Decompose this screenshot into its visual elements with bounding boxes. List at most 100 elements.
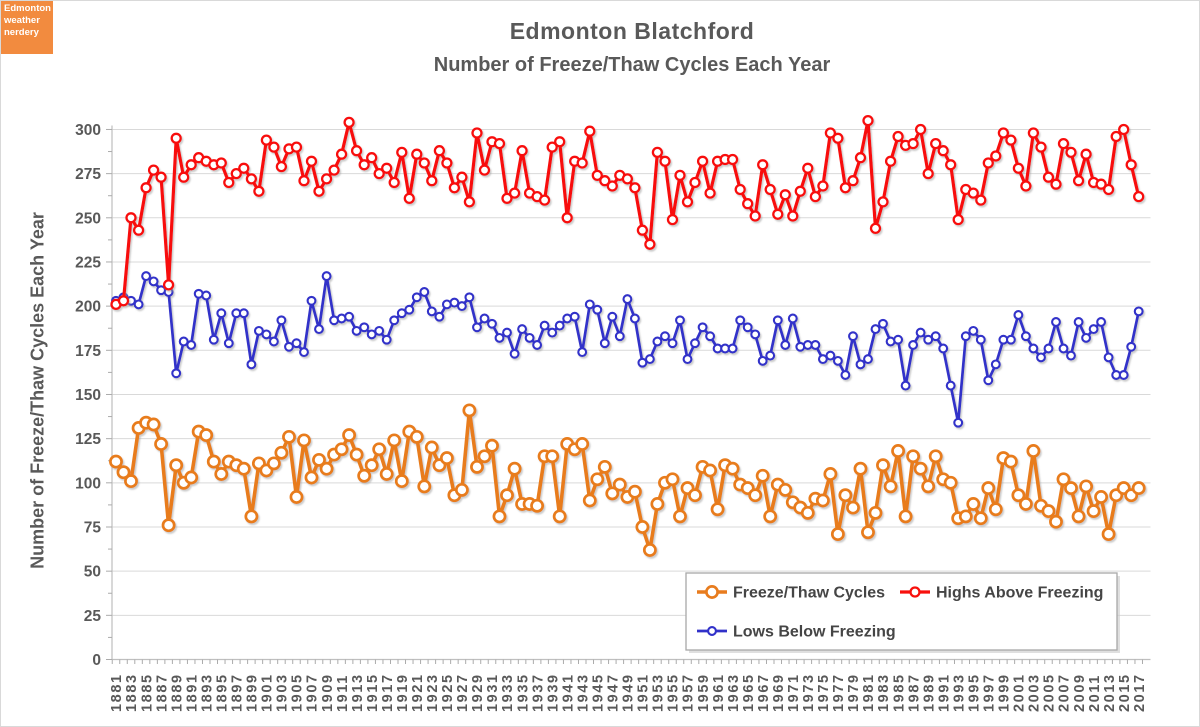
x-tick-label-1975: 1975 [816, 673, 832, 712]
data-point-freeze-thaw-cycles [357, 468, 372, 483]
data-point-freeze-thaw-cycles [161, 518, 176, 533]
y-tick-label: 100 [75, 475, 101, 492]
data-point-lows-below-freezing [456, 301, 467, 312]
data-point-highs-above-freezing [268, 141, 280, 153]
data-point-lows-below-freezing [246, 359, 257, 370]
data-point-lows-below-freezing [141, 271, 152, 282]
data-point-lows-below-freezing [434, 311, 445, 322]
data-point-freeze-thaw-cycles [928, 449, 943, 464]
data-point-freeze-thaw-cycles [454, 482, 469, 497]
data-point-freeze-thaw-cycles [387, 433, 402, 448]
data-point-lows-below-freezing [554, 320, 565, 331]
data-point-highs-above-freezing [817, 180, 829, 192]
data-point-freeze-thaw-cycles [236, 461, 251, 476]
data-point-freeze-thaw-cycles [755, 468, 770, 483]
data-point-lows-below-freezing [607, 311, 618, 322]
x-tick-label-1971: 1971 [786, 673, 802, 712]
data-point-highs-above-freezing [734, 183, 746, 196]
x-tick-label-1901: 1901 [260, 673, 276, 712]
data-point-highs-above-freezing [1035, 141, 1047, 153]
data-point-highs-above-freezing [501, 192, 513, 205]
data-point-highs-above-freezing [230, 167, 242, 180]
data-point-lows-below-freezing [539, 320, 550, 331]
y-tick-label: 275 [75, 166, 101, 183]
data-point-lows-below-freezing [479, 313, 490, 324]
data-point-highs-above-freezing [1065, 146, 1077, 159]
data-point-lows-below-freezing [817, 354, 828, 365]
data-point-highs-above-freezing [178, 171, 190, 183]
y-axis: 0 25 50 75 100 125 150 175 200 225 250 275 300 [75, 122, 113, 669]
data-point-highs-above-freezing [907, 137, 919, 150]
data-point-freeze-thaw-cycles [627, 484, 642, 499]
data-point-highs-above-freezing [561, 212, 573, 224]
data-point-highs-above-freezing [448, 182, 461, 194]
data-point-lows-below-freezing [494, 332, 505, 343]
data-point-lows-below-freezing [990, 359, 1001, 370]
data-point-lows-below-freezing [396, 308, 407, 319]
data-point-freeze-thaw-cycles [1131, 481, 1146, 496]
x-tick-label-1929: 1929 [470, 673, 486, 712]
data-point-freeze-thaw-cycles [830, 527, 845, 542]
data-point-highs-above-freezing [922, 167, 934, 180]
data-point-highs-above-freezing [629, 182, 641, 194]
data-point-highs-above-freezing [456, 171, 468, 183]
data-point-lows-below-freezing [705, 331, 716, 342]
data-point-lows-below-freezing [253, 325, 264, 336]
data-point-lows-below-freezing [569, 311, 580, 322]
data-point-lows-below-freezing [848, 331, 858, 342]
data-point-highs-above-freezing [366, 152, 378, 164]
x-tick-label-1981: 1981 [861, 673, 877, 712]
data-point-lows-below-freezing [171, 368, 182, 379]
x-tick-label-1961: 1961 [711, 673, 727, 712]
x-tick-label-1933: 1933 [500, 673, 516, 712]
data-point-freeze-thaw-cycles [1101, 527, 1116, 542]
data-point-freeze-thaw-cycles [838, 488, 853, 503]
x-tick-label-1979: 1979 [846, 673, 862, 712]
data-point-highs-above-freezing [952, 213, 964, 226]
data-point-freeze-thaw-cycles [552, 509, 567, 524]
data-point-lows-below-freezing [208, 334, 219, 345]
data-point-lows-below-freezing [1058, 343, 1069, 354]
data-point-lows-below-freezing [637, 357, 648, 368]
y-tick-label: 125 [75, 431, 101, 448]
data-point-lows-below-freezing [675, 315, 685, 326]
data-point-highs-above-freezing [1027, 127, 1040, 139]
data-point-freeze-thaw-cycles [545, 449, 560, 464]
data-point-lows-below-freezing [953, 417, 964, 428]
data-point-highs-above-freezing [238, 162, 250, 174]
data-point-highs-above-freezing [1102, 183, 1115, 196]
data-point-lows-below-freezing [1051, 317, 1061, 327]
x-tick-label-1915: 1915 [365, 673, 381, 712]
data-point-freeze-thaw-cycles [913, 461, 928, 476]
x-tick-label-1919: 1919 [395, 673, 411, 712]
data-point-freeze-thaw-cycles [943, 475, 958, 490]
data-point-highs-above-freezing [253, 185, 265, 197]
data-point-highs-above-freezing [621, 173, 634, 185]
data-point-highs-above-freezing [832, 132, 844, 144]
data-point-lows-below-freezing [599, 338, 610, 349]
data-point-lows-below-freezing [472, 322, 482, 333]
x-tick-label-1883: 1883 [124, 673, 140, 712]
x-tick-label-1951: 1951 [636, 673, 652, 712]
data-point-lows-below-freezing [840, 370, 851, 380]
data-point-highs-above-freezing [260, 134, 273, 146]
x-tick-label-1921: 1921 [410, 673, 426, 712]
x-tick-label-1941: 1941 [560, 673, 576, 712]
x-tick-label-1935: 1935 [515, 673, 531, 712]
data-point-highs-above-freezing [554, 136, 566, 148]
x-tick-label-1905: 1905 [290, 673, 306, 712]
data-point-lows-below-freezing [614, 331, 625, 342]
data-point-freeze-thaw-cycles [800, 505, 815, 520]
x-tick-label-1911: 1911 [335, 674, 351, 712]
data-point-highs-above-freezing [1012, 162, 1025, 174]
data-point-lows-below-freezing [900, 380, 911, 391]
data-point-freeze-thaw-cycles [206, 454, 221, 469]
data-point-freeze-thaw-cycles [1056, 472, 1071, 487]
data-point-highs-above-freezing [584, 125, 596, 137]
data-point-freeze-thaw-cycles [282, 429, 296, 444]
x-tick-label-1947: 1947 [606, 673, 622, 712]
data-point-freeze-thaw-cycles [334, 442, 349, 457]
data-point-lows-below-freezing [321, 271, 332, 282]
data-point-lows-below-freezing [727, 343, 738, 354]
data-point-highs-above-freezing [471, 127, 483, 139]
